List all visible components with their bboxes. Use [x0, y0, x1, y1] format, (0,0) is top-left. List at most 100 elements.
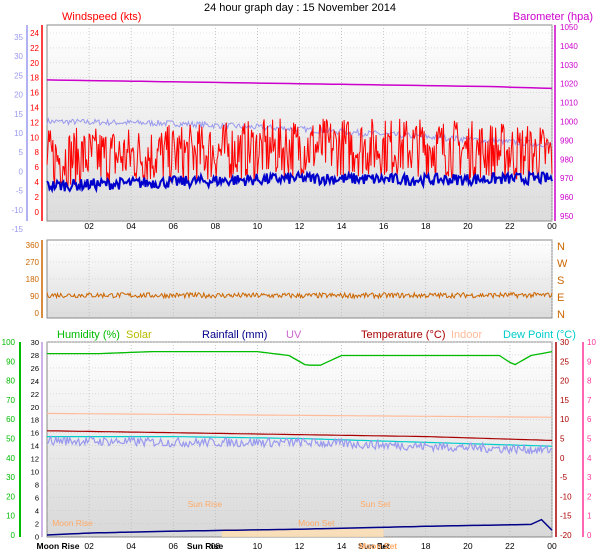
temp-x-tick: 22	[505, 541, 515, 551]
compass-label: S	[557, 275, 564, 287]
wind-x-tick: 12	[295, 221, 305, 231]
temp-left-tick-label: 0	[35, 532, 39, 541]
aux-tick-label: 10	[14, 129, 23, 138]
temp-right-tick-label: 10	[560, 415, 569, 424]
temp-left-tick-label: 2	[35, 519, 39, 528]
wind-axis-title: Windspeed (kts)	[62, 11, 141, 23]
temp-left-tick-label: 22	[31, 390, 39, 399]
wind-x-tick: 20	[463, 221, 473, 231]
wind-x-tick: 18	[421, 221, 431, 231]
humidity-tick-label: 50	[6, 435, 15, 444]
temp-x-tick: 06	[169, 541, 179, 551]
wind-x-tick: 22	[505, 221, 515, 231]
temp-left-tick-label: 8	[35, 480, 39, 489]
aux-tick-label: 15	[14, 110, 23, 119]
baro-tick-label: 1010	[560, 99, 578, 108]
legend-humidity: Humidity (%)	[57, 329, 120, 341]
wind-tick-label: 12	[30, 118, 39, 127]
wind-tick-label: 14	[30, 104, 39, 113]
event-annotation: Moon Rise	[52, 518, 93, 528]
pink-tick-label: 0	[587, 531, 592, 540]
humidity-tick-label: 0	[11, 531, 16, 540]
event-annotation: Sun Set	[360, 499, 391, 509]
temp-right-tick-label: 20	[560, 377, 569, 386]
temp-x-tick: 16	[379, 541, 389, 551]
legend-solar: Solar	[126, 329, 152, 341]
temp-right-tick-label: -5	[560, 473, 568, 482]
bottom-event-label: Sun Rise	[187, 541, 224, 551]
temp-right-tick-label: -20	[560, 531, 572, 540]
wind-series-line	[46, 118, 553, 188]
pink-tick-label: 4	[587, 454, 592, 463]
dir-tick-label: 90	[30, 292, 39, 301]
wind-tick-label: 24	[30, 29, 39, 38]
humidity-tick-label: 100	[2, 338, 16, 347]
gust_avg-series-line	[46, 169, 553, 194]
event-annotation: Sun Rise	[188, 499, 223, 509]
temp-x-tick: 12	[295, 541, 305, 551]
wind-tick-label: 22	[30, 44, 39, 53]
legend-rain: Rainfall (mm)	[202, 329, 267, 341]
temp-right-tick-label: 0	[560, 454, 565, 463]
temp-left-tick-label: 28	[31, 351, 39, 360]
temp-x-tick: 18	[421, 541, 431, 551]
pink-tick-label: 7	[587, 396, 592, 405]
humidity-tick-label: 90	[6, 357, 15, 366]
baro-tick-label: 1050	[560, 23, 578, 32]
humidity-tick-label: 80	[6, 377, 15, 386]
temp-left-tick-label: 12	[31, 455, 39, 464]
temp-right-tick-label: 15	[560, 396, 569, 405]
wind-x-tick: 00	[547, 221, 557, 231]
wind-x-tick: 04	[126, 221, 136, 231]
dir-tick-label: 180	[26, 275, 40, 284]
temp-right-tick-label: -15	[560, 512, 572, 521]
aux-tick-label: 0	[19, 167, 24, 176]
pink-tick-label: 10	[587, 338, 596, 347]
compass-label: W	[557, 258, 568, 270]
wind-x-tick: 06	[169, 221, 179, 231]
aux-tick-label: 30	[14, 52, 23, 61]
bottom-event-label: Sun Set	[358, 541, 390, 551]
baro-tick-label: 950	[560, 212, 574, 221]
wind-tick-label: 18	[30, 74, 39, 83]
temp-left-tick-label: 10	[31, 468, 39, 477]
legend-temperature: Temperature (°C)	[361, 329, 445, 341]
humidity-tick-label: 20	[6, 492, 15, 501]
compass-label: E	[557, 292, 564, 304]
aux-tick-label: -15	[11, 225, 23, 234]
graph-title: 24 hour graph day : 15 November 2014	[204, 2, 396, 14]
aux-tick-label: -5	[16, 187, 24, 196]
dir-tick-label: 360	[26, 241, 40, 250]
baro-tick-label: 1030	[560, 61, 578, 70]
legend-dewpoint: Dew Point (°C)	[503, 329, 576, 341]
temp-left-tick-label: 18	[31, 416, 39, 425]
pink-tick-label: 2	[587, 492, 592, 501]
temp-left-tick-label: 14	[31, 442, 39, 451]
baro-tick-label: 960	[560, 193, 574, 202]
aux-tick-label: -10	[11, 206, 23, 215]
bottom-event-label: Moon Set	[359, 541, 397, 551]
wind-tick-label: 6	[35, 163, 40, 172]
wind-tick-label: 8	[35, 148, 40, 157]
wind-x-tick: 08	[211, 221, 221, 231]
humidity-tick-label: 40	[6, 454, 15, 463]
indoor-series-line	[46, 412, 553, 418]
wind-tick-label: 0	[35, 208, 40, 217]
pink-tick-label: 9	[587, 357, 592, 366]
event-annotation: Moon Set	[298, 518, 335, 528]
daylight-band	[221, 529, 384, 537]
wind-tick-label: 10	[30, 133, 39, 142]
compass-label: N	[557, 309, 565, 321]
baro-tick-label: 1000	[560, 118, 578, 127]
apparent-series-line	[46, 434, 553, 456]
wind-x-tick: 10	[253, 221, 263, 231]
temp-x-tick: 14	[337, 541, 347, 551]
aux-tick-label: 35	[14, 33, 23, 42]
temp-left-tick-label: 30	[31, 338, 39, 347]
humidity-tick-label: 70	[6, 396, 15, 405]
baro-series-line	[46, 79, 553, 90]
baro-axis-title: Barometer (hpa)	[513, 11, 593, 23]
baro-tick-label: 970	[560, 174, 574, 183]
